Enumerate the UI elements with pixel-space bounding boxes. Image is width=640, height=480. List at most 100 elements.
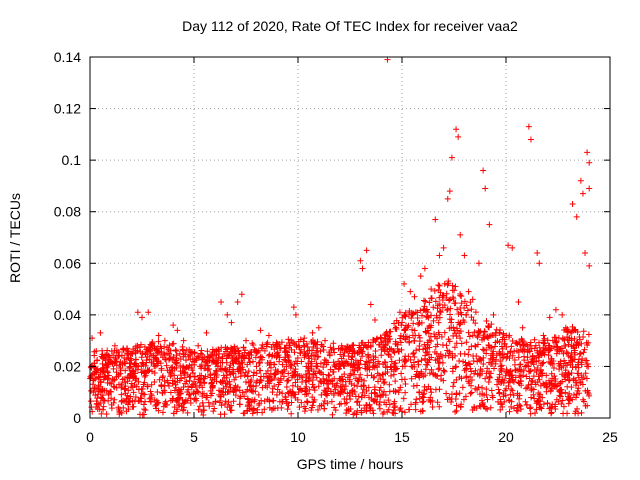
data-point [115, 373, 122, 380]
data-point [487, 404, 494, 411]
data-point [174, 327, 181, 334]
data-point [146, 395, 153, 402]
data-point [522, 385, 529, 392]
data-point [196, 372, 203, 379]
data-point [479, 399, 486, 406]
data-point [551, 373, 558, 380]
data-point [445, 297, 452, 304]
data-point [446, 188, 453, 195]
data-point [434, 399, 441, 406]
data-point [139, 350, 146, 357]
data-point [305, 365, 312, 372]
data-point [532, 410, 539, 417]
data-point [382, 342, 389, 349]
data-point [559, 378, 566, 385]
data-point [547, 388, 554, 395]
data-point [163, 356, 170, 363]
data-point [196, 403, 203, 410]
data-point [177, 356, 184, 363]
data-point [577, 350, 584, 357]
data-point [337, 346, 344, 353]
data-point [423, 313, 430, 320]
data-point [236, 401, 243, 408]
data-point [402, 389, 409, 396]
data-point [257, 354, 264, 361]
data-point [441, 302, 448, 309]
data-point [89, 381, 96, 388]
data-point [199, 356, 206, 363]
data-point [283, 348, 290, 355]
data-point [341, 349, 348, 356]
data-point [268, 344, 275, 351]
data-point [527, 404, 534, 411]
data-point [149, 340, 156, 347]
data-point [354, 398, 361, 405]
data-point [552, 339, 559, 346]
data-point [414, 314, 421, 321]
data-point [465, 288, 472, 295]
data-point [468, 314, 475, 321]
data-point [284, 406, 291, 413]
data-point [424, 357, 431, 364]
data-point [548, 410, 555, 417]
x-tick-label: 10 [290, 429, 306, 445]
data-point [505, 379, 512, 386]
data-point [376, 401, 383, 408]
data-point [552, 383, 559, 390]
data-point [566, 396, 573, 403]
data-point [380, 376, 387, 383]
data-point [228, 319, 235, 326]
data-point [380, 338, 387, 345]
data-point [437, 309, 444, 316]
data-point [569, 323, 576, 330]
data-point [509, 337, 516, 344]
data-point [566, 390, 573, 397]
data-point [453, 376, 460, 383]
data-point [535, 397, 542, 404]
data-point [386, 345, 393, 352]
data-point [502, 372, 509, 379]
data-point [371, 386, 378, 393]
data-point [415, 361, 422, 368]
data-point [573, 213, 580, 220]
data-point [314, 406, 321, 413]
data-point [530, 386, 537, 393]
data-point [288, 410, 295, 417]
data-point [351, 362, 358, 369]
data-point [201, 390, 208, 397]
data-point [409, 350, 416, 357]
data-point [504, 353, 511, 360]
data-point [242, 347, 249, 354]
data-point [532, 379, 539, 386]
data-point [232, 348, 239, 355]
data-point [311, 356, 318, 363]
data-point [464, 307, 471, 314]
data-point [355, 378, 362, 385]
data-point [218, 344, 225, 351]
data-point [472, 367, 479, 374]
data-point [450, 383, 457, 390]
data-point [103, 411, 110, 418]
data-point [253, 370, 260, 377]
data-point [474, 334, 481, 341]
data-point [453, 363, 460, 370]
data-point [149, 368, 156, 375]
data-point [98, 387, 105, 394]
data-point [428, 389, 435, 396]
data-point [561, 372, 568, 379]
data-point [391, 320, 398, 327]
data-point [237, 393, 244, 400]
data-point [249, 397, 256, 404]
data-point [110, 365, 117, 372]
data-point [560, 410, 567, 417]
data-point [230, 366, 237, 373]
data-point [486, 221, 493, 228]
data-point [397, 335, 404, 342]
data-point [183, 347, 190, 354]
data-point [370, 336, 377, 343]
data-point [294, 360, 301, 367]
data-point [527, 136, 534, 143]
data-point [291, 368, 298, 375]
data-point [525, 359, 532, 366]
data-point [513, 407, 520, 414]
